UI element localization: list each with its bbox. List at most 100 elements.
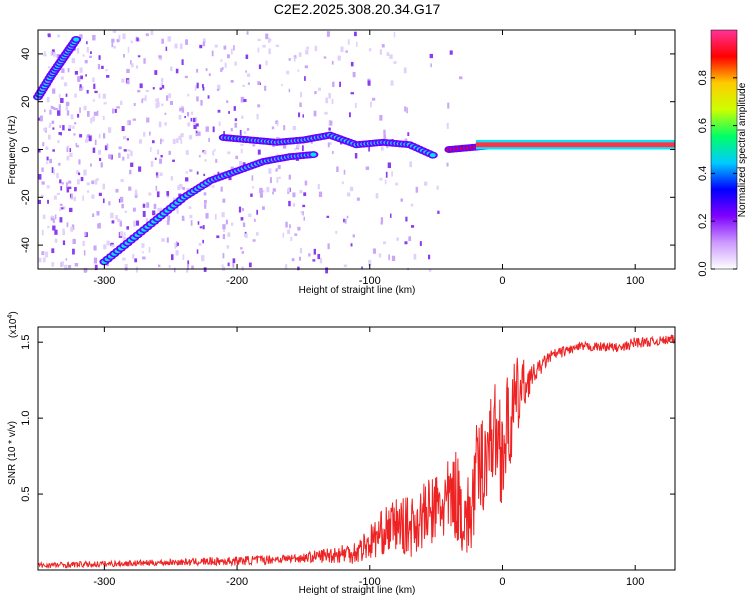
- noise-speckle: [82, 54, 85, 57]
- x-tick-label: -300: [93, 275, 115, 287]
- noise-speckle: [59, 217, 63, 223]
- noise-speckle: [41, 181, 45, 185]
- noise-speckle: [319, 258, 323, 264]
- noise-speckle: [180, 139, 183, 144]
- noise-speckle: [98, 192, 102, 197]
- noise-speckle: [268, 37, 271, 44]
- noise-speckle: [255, 232, 259, 236]
- noise-speckle: [447, 102, 450, 109]
- noise-speckle: [127, 46, 130, 53]
- noise-speckle: [60, 207, 64, 210]
- carrier-band-core: [475, 142, 675, 148]
- noise-speckle: [349, 186, 354, 192]
- noise-speckle: [118, 152, 121, 158]
- noise-speckle: [121, 126, 125, 131]
- y-tick-label: -20: [20, 189, 32, 205]
- noise-speckle: [150, 146, 152, 152]
- noise-speckle: [368, 259, 372, 266]
- noise-speckle: [162, 84, 165, 89]
- noise-speckle: [65, 258, 68, 261]
- noise-speckle: [71, 193, 73, 200]
- noise-speckle: [39, 115, 43, 122]
- noise-speckle: [230, 79, 234, 83]
- noise-speckle: [67, 128, 72, 131]
- noise-speckle: [265, 60, 268, 66]
- noise-speckle: [46, 185, 50, 189]
- colorbar-tick-label: 0.2: [697, 214, 709, 229]
- noise-speckle: [115, 215, 118, 220]
- noise-speckle: [243, 99, 247, 102]
- noise-speckle: [275, 168, 278, 172]
- noise-speckle: [303, 216, 306, 221]
- noise-speckle: [393, 61, 397, 64]
- noise-speckle: [361, 266, 363, 269]
- noise-speckle: [195, 123, 199, 127]
- noise-speckle: [223, 45, 227, 50]
- noise-speckle: [86, 41, 88, 45]
- noise-speckle: [298, 112, 301, 118]
- noise-speckle: [264, 85, 267, 91]
- noise-speckle: [331, 151, 334, 154]
- noise-speckle: [318, 87, 322, 91]
- noise-speckle: [142, 203, 146, 208]
- noise-speckle: [68, 265, 72, 269]
- noise-speckle: [379, 177, 383, 181]
- noise-speckle: [187, 93, 190, 97]
- noise-speckle: [87, 134, 90, 138]
- noise-speckle: [287, 188, 290, 193]
- noise-speckle: [329, 142, 332, 145]
- noise-speckle: [136, 37, 139, 42]
- noise-speckle: [51, 120, 55, 124]
- noise-speckle: [83, 169, 87, 176]
- noise-speckle: [72, 248, 75, 255]
- noise-speckle: [57, 110, 61, 116]
- noise-speckle: [41, 251, 45, 256]
- noise-speckle: [49, 109, 52, 115]
- noise-speckle: [186, 187, 190, 192]
- noise-speckle: [58, 132, 62, 135]
- noise-speckle: [157, 207, 161, 212]
- noise-speckle: [64, 264, 68, 270]
- noise-speckle: [59, 179, 62, 184]
- noise-speckle: [97, 149, 101, 155]
- noise-speckle: [266, 186, 270, 193]
- noise-speckle: [252, 239, 256, 242]
- noise-speckle: [205, 213, 209, 219]
- noise-speckle: [84, 59, 88, 64]
- noise-speckle: [62, 228, 65, 231]
- noise-speckle: [111, 244, 115, 248]
- noise-speckle: [203, 199, 207, 204]
- noise-speckle: [53, 168, 55, 175]
- noise-speckle: [190, 117, 193, 122]
- noise-speckle: [106, 74, 110, 78]
- noise-speckle: [159, 56, 163, 61]
- noise-speckle: [193, 125, 197, 130]
- noise-speckle: [383, 134, 387, 140]
- noise-speckle: [123, 232, 126, 237]
- noise-speckle: [271, 126, 275, 130]
- noise-speckle: [188, 206, 192, 209]
- noise-speckle: [166, 191, 170, 196]
- noise-speckle: [74, 93, 77, 98]
- noise-speckle: [211, 185, 215, 188]
- noise-speckle: [48, 125, 51, 128]
- noise-speckle: [424, 181, 428, 186]
- noise-speckle: [288, 88, 291, 93]
- noise-speckle: [59, 203, 63, 206]
- y-tick-label: 1.5: [20, 335, 32, 350]
- noise-speckle: [314, 91, 317, 95]
- noise-speckle: [129, 169, 132, 175]
- noise-speckle: [110, 242, 114, 246]
- noise-speckle: [122, 156, 125, 161]
- noise-speckle: [135, 220, 140, 226]
- noise-speckle: [208, 73, 211, 76]
- noise-speckle: [86, 89, 89, 94]
- noise-speckle: [187, 122, 191, 127]
- noise-speckle: [227, 151, 231, 155]
- noise-speckle: [62, 240, 66, 246]
- noise-speckle: [379, 49, 383, 55]
- noise-speckle: [336, 166, 339, 173]
- noise-speckle: [227, 232, 231, 237]
- noise-speckle: [299, 102, 302, 108]
- noise-speckle: [102, 93, 107, 99]
